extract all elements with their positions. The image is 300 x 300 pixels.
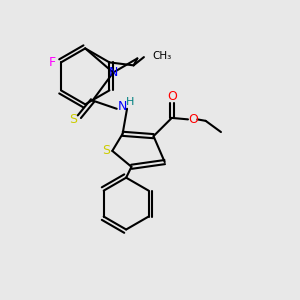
Text: S: S	[102, 144, 110, 158]
Text: H: H	[125, 97, 134, 107]
Text: O: O	[188, 113, 198, 126]
Text: CH₃: CH₃	[152, 51, 171, 61]
Text: N: N	[109, 66, 118, 79]
Text: S: S	[69, 113, 77, 126]
Text: N: N	[117, 100, 127, 113]
Text: F: F	[49, 56, 56, 69]
Text: O: O	[167, 90, 177, 103]
